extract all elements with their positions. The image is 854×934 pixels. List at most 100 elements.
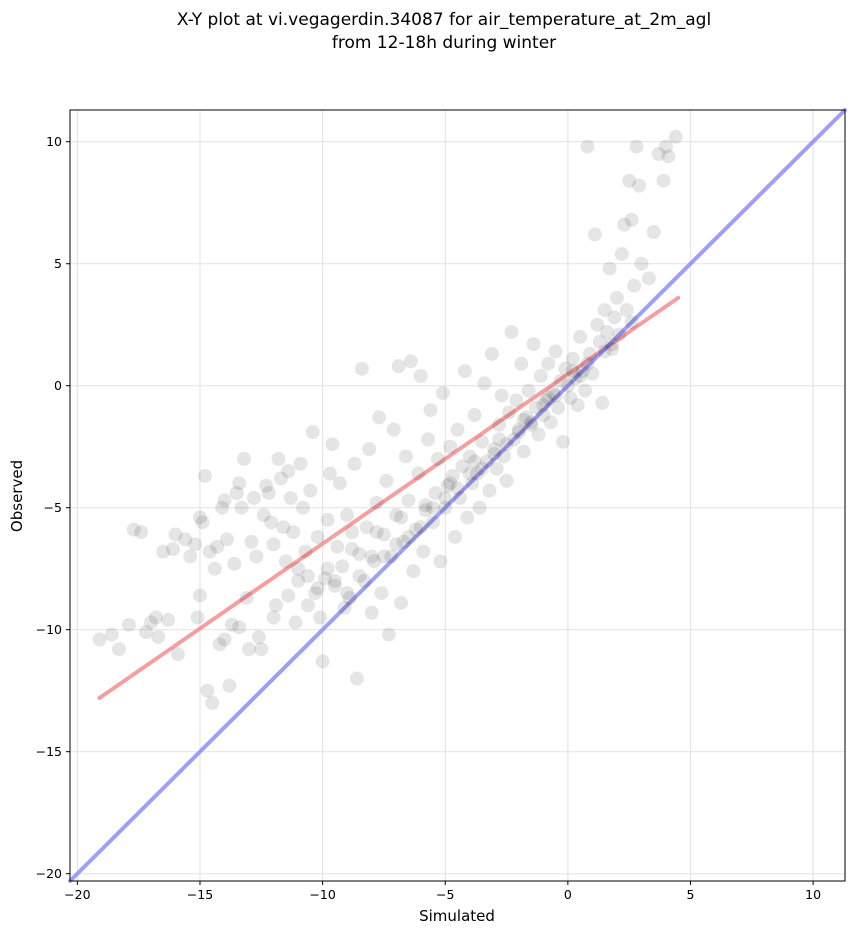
data-point bbox=[200, 683, 215, 698]
data-point bbox=[195, 515, 210, 530]
data-point bbox=[543, 415, 558, 430]
data-point bbox=[524, 417, 539, 432]
data-point bbox=[224, 617, 239, 632]
data-point bbox=[622, 173, 637, 188]
data-point bbox=[658, 139, 673, 154]
data-point bbox=[359, 520, 374, 535]
data-point bbox=[300, 598, 315, 613]
chart-subtitle: from 12-18h during winter bbox=[332, 33, 556, 53]
data-point bbox=[367, 554, 382, 569]
data-point bbox=[455, 459, 470, 474]
data-point bbox=[394, 510, 409, 525]
data-point bbox=[568, 371, 583, 386]
data-point bbox=[619, 303, 634, 318]
data-point bbox=[264, 515, 279, 530]
data-point bbox=[352, 569, 367, 584]
data-point bbox=[504, 325, 519, 340]
data-point bbox=[555, 434, 570, 449]
data-point bbox=[315, 654, 330, 669]
data-point bbox=[217, 493, 232, 508]
data-point bbox=[178, 532, 193, 547]
data-point bbox=[330, 539, 345, 554]
data-point bbox=[418, 503, 433, 518]
data-point bbox=[418, 498, 433, 513]
data-point bbox=[354, 361, 369, 376]
data-point bbox=[423, 403, 438, 418]
data-point bbox=[197, 468, 212, 483]
reference-lines bbox=[68, 108, 847, 883]
data-point bbox=[374, 586, 389, 601]
data-point bbox=[401, 493, 416, 508]
data-point bbox=[192, 588, 207, 603]
data-point bbox=[509, 393, 524, 408]
data-point bbox=[440, 478, 455, 493]
y-axis-ticks: −20 −15 −10 −5 0 5 10 bbox=[36, 134, 70, 881]
data-point bbox=[590, 317, 605, 332]
data-point bbox=[595, 395, 610, 410]
data-point bbox=[256, 508, 271, 523]
data-point bbox=[266, 610, 281, 625]
data-point bbox=[634, 256, 649, 271]
data-point bbox=[597, 344, 612, 359]
data-point bbox=[627, 278, 642, 293]
data-point bbox=[470, 466, 485, 481]
data-point bbox=[600, 325, 615, 340]
data-point bbox=[641, 271, 656, 286]
data-point bbox=[516, 412, 531, 427]
data-point bbox=[548, 388, 563, 403]
data-point bbox=[450, 422, 465, 437]
data-point bbox=[215, 500, 230, 515]
data-point bbox=[553, 373, 568, 388]
data-point bbox=[609, 290, 624, 305]
data-point bbox=[269, 598, 284, 613]
data-point bbox=[300, 569, 315, 584]
data-point bbox=[413, 520, 428, 535]
data-point bbox=[445, 468, 460, 483]
data-point bbox=[234, 500, 249, 515]
data-point bbox=[487, 447, 502, 462]
data-point bbox=[161, 612, 176, 627]
data-point bbox=[303, 483, 318, 498]
data-point bbox=[578, 383, 593, 398]
data-point bbox=[443, 476, 458, 491]
data-point bbox=[271, 451, 286, 466]
data-point bbox=[398, 449, 413, 464]
data-point bbox=[421, 432, 436, 447]
data-point bbox=[558, 361, 573, 376]
data-point bbox=[497, 449, 512, 464]
data-point bbox=[376, 549, 391, 564]
x-axis-ticks: −20 −15 −10 −5 0 5 10 bbox=[64, 881, 821, 902]
data-point bbox=[273, 471, 288, 486]
data-point bbox=[428, 486, 443, 501]
x-tick-label: −20 bbox=[64, 887, 90, 902]
data-point bbox=[148, 610, 163, 625]
data-point bbox=[352, 547, 367, 562]
data-point bbox=[389, 508, 404, 523]
data-point bbox=[460, 510, 475, 525]
y-axis-label: Observed bbox=[8, 460, 26, 532]
data-point bbox=[318, 571, 333, 586]
data-point bbox=[212, 637, 227, 652]
data-point bbox=[345, 525, 360, 540]
data-points bbox=[92, 129, 683, 710]
data-point bbox=[386, 422, 401, 437]
data-point bbox=[151, 630, 166, 645]
data-point bbox=[617, 217, 632, 232]
data-point bbox=[259, 478, 274, 493]
data-point bbox=[580, 356, 595, 371]
data-point bbox=[170, 647, 185, 662]
data-point bbox=[511, 425, 526, 440]
data-point bbox=[443, 439, 458, 454]
data-point bbox=[467, 407, 482, 422]
data-point bbox=[322, 466, 337, 481]
data-point bbox=[190, 610, 205, 625]
data-point bbox=[254, 642, 269, 657]
data-point bbox=[376, 527, 391, 542]
grid bbox=[70, 110, 845, 881]
data-point bbox=[286, 525, 301, 540]
data-point bbox=[139, 625, 154, 640]
data-point bbox=[104, 627, 119, 642]
data-point bbox=[492, 432, 507, 447]
data-point bbox=[340, 508, 355, 523]
data-point bbox=[320, 512, 335, 527]
